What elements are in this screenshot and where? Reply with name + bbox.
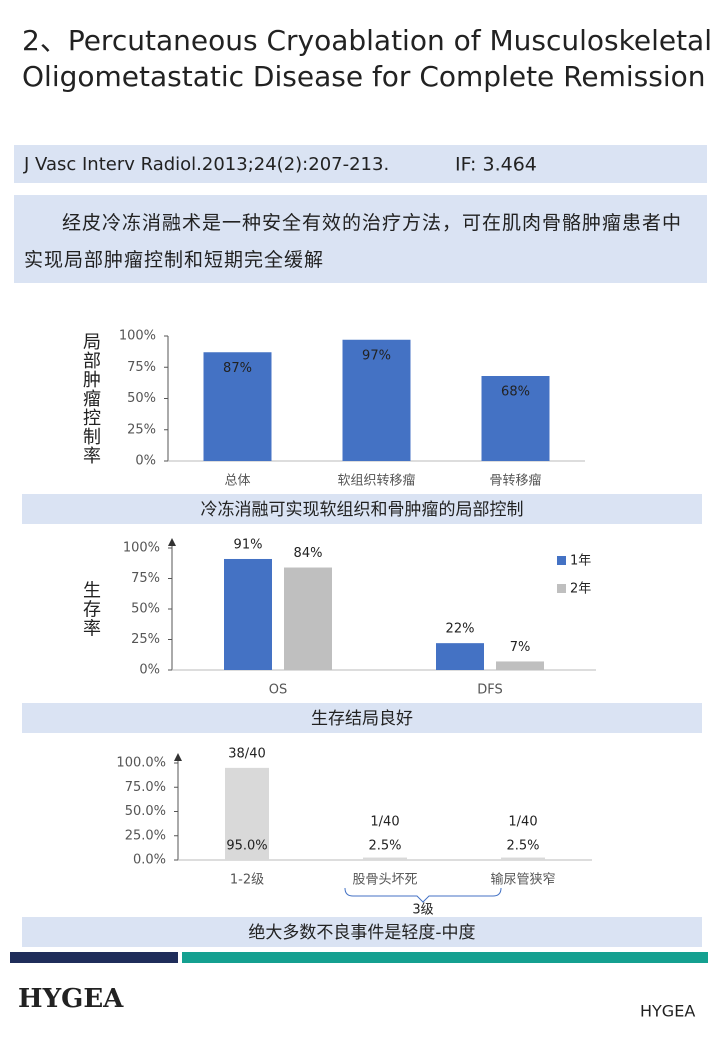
bar <box>284 567 332 670</box>
value-label: 7% <box>510 640 531 655</box>
y-tick-label: 50% <box>131 602 160 617</box>
bar <box>481 376 550 461</box>
axis-arrow <box>168 538 176 546</box>
bar <box>342 339 411 461</box>
y-tick-label: 25% <box>127 422 156 437</box>
y-tick-label: 0.0% <box>133 853 166 868</box>
y-axis-label: 生存率 <box>80 580 101 637</box>
brand: HYGEA <box>18 984 124 1014</box>
caption-bar <box>22 917 702 947</box>
bar <box>203 352 272 461</box>
bar-note: 1/40 <box>370 815 399 830</box>
group-bracket <box>344 887 502 903</box>
caption-bar <box>22 494 702 524</box>
bar <box>224 558 272 670</box>
value-label: 68% <box>501 385 530 400</box>
value-label: 87% <box>223 361 252 376</box>
caption: 生存结局良好 <box>311 709 413 729</box>
bar <box>225 767 269 860</box>
x-tick-label: DFS <box>477 683 503 698</box>
x-tick-label: OS <box>269 683 287 698</box>
x-tick-label: 总体 <box>224 474 250 489</box>
summary-wrap: 经皮冷冻消融术是一种安全有效的治疗方法，可在肌肉骨骼肿瘤患者中实现局部肿瘤控制和… <box>24 212 683 271</box>
x-tick-label: 输尿管狭窄 <box>490 872 555 888</box>
footer-bar <box>10 952 178 963</box>
value-label: 2.5% <box>506 839 539 854</box>
y-tick-label: 25.0% <box>125 828 166 843</box>
value-label: 91% <box>234 537 263 552</box>
bar <box>496 661 544 670</box>
legend-label: 2年 <box>570 582 591 597</box>
y-tick-label: 75% <box>131 571 160 586</box>
summary: 经皮冷冻消融术是一种安全有效的治疗方法，可在肌肉骨骼肿瘤患者中实现局部肿瘤控制和… <box>24 212 683 271</box>
bar-note: 1/40 <box>508 815 537 830</box>
y-tick-label: 0% <box>139 663 160 678</box>
y-tick-label: 75% <box>127 360 156 375</box>
caption: 冷冻消融可实现软组织和骨肿瘤的局部控制 <box>201 500 524 520</box>
value-label: 97% <box>362 348 391 363</box>
legend-swatch <box>557 584 566 593</box>
title-line: Oligometastatic Disease for Complete Rem… <box>22 60 706 93</box>
caption: 绝大多数不良事件是轻度-中度 <box>248 923 475 943</box>
footer-bar <box>182 952 708 963</box>
y-tick-label: 25% <box>131 632 160 647</box>
summary-box <box>14 195 707 283</box>
y-tick-label: 50% <box>127 391 156 406</box>
y-tick-label: 100% <box>119 329 156 344</box>
bar <box>363 857 407 860</box>
impact-factor: IF: 3.464 <box>455 154 537 176</box>
x-tick-label: 软组织转移瘤 <box>337 473 415 489</box>
x-tick-label: 1-2级 <box>230 873 264 888</box>
citation-journal: J Vasc Interv Radiol.2013;24(2):207-213. <box>23 154 389 175</box>
x-tick-label: 骨转移瘤 <box>489 473 541 489</box>
value-label: 84% <box>294 546 323 561</box>
y-tick-label: 100% <box>123 541 160 556</box>
title-line: 2、Percutaneous Cryoablation of Musculosk… <box>22 24 712 57</box>
y-tick-label: 75.0% <box>125 780 166 795</box>
value-label: 2.5% <box>368 839 401 854</box>
y-tick-label: 0% <box>135 454 156 469</box>
legend-swatch <box>557 556 566 565</box>
watermark: HYGEA <box>640 1002 695 1021</box>
y-tick-label: 100.0% <box>116 756 166 771</box>
citation-bar <box>14 145 707 183</box>
caption-bar <box>22 703 702 733</box>
group-label: 3级 <box>412 903 433 918</box>
bar <box>501 857 545 860</box>
bar <box>436 643 484 670</box>
value-label: 95.0% <box>226 839 267 854</box>
y-tick-label: 50.0% <box>125 804 166 819</box>
bar-note: 38/40 <box>228 746 265 761</box>
x-tick-label: 股骨头坏死 <box>352 873 417 888</box>
legend-label: 1年 <box>570 554 591 569</box>
axis-arrow <box>174 753 182 761</box>
y-axis-label: 局部肿瘤控制率 <box>80 332 101 465</box>
value-label: 22% <box>446 622 475 637</box>
